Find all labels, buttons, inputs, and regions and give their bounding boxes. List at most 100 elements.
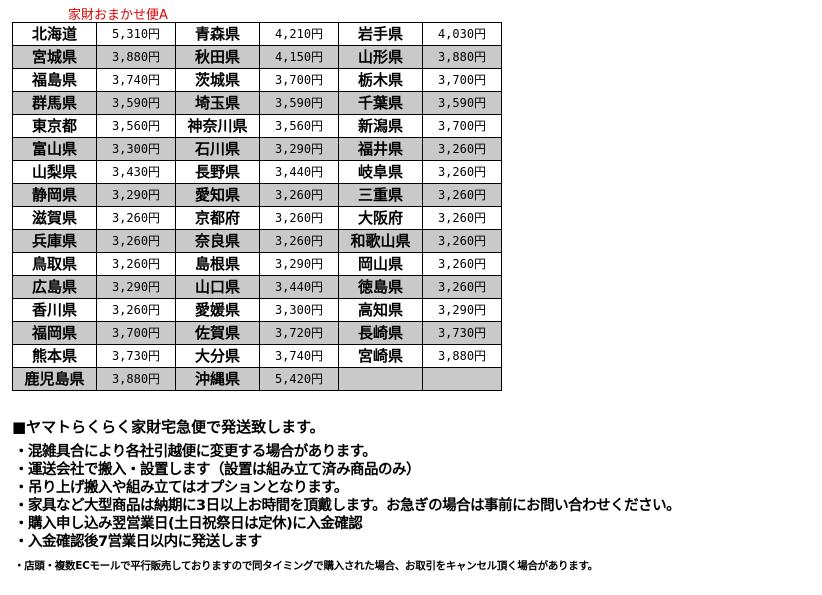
price-cell: 3,440円 [259, 275, 339, 299]
prefecture-cell: 愛媛県 [175, 298, 260, 322]
prefecture-cell: 大阪府 [338, 206, 423, 230]
prefecture-cell: 富山県 [12, 137, 97, 161]
price-cell: 3,260円 [422, 229, 502, 253]
prefecture-cell: 東京都 [12, 114, 97, 138]
table-row: 山梨県 3,430円 長野県 3,440円 岐阜県 3,260円 [12, 160, 502, 184]
price-cell: 3,300円 [259, 298, 339, 322]
price-cell: 3,590円 [422, 91, 502, 115]
table-row: 広島県 3,290円 山口県 3,440円 徳島県 3,260円 [12, 275, 502, 299]
price-cell: 5,420円 [259, 367, 339, 391]
price-cell: 3,700円 [96, 321, 176, 345]
price-cell: 3,260円 [422, 183, 502, 207]
prefecture-cell: 宮崎県 [338, 344, 423, 368]
price-cell: 3,290円 [96, 183, 176, 207]
prefecture-cell: 埼玉県 [175, 91, 260, 115]
prefecture-cell: 広島県 [12, 275, 97, 299]
prefecture-cell: 秋田県 [175, 45, 260, 69]
table-row: 北海道 5,310円 青森県 4,210円 岩手県 4,030円 [12, 22, 502, 46]
price-cell [422, 367, 502, 391]
prefecture-cell: 滋賀県 [12, 206, 97, 230]
table-row: 滋賀県 3,260円 京都府 3,260円 大阪府 3,260円 [12, 206, 502, 230]
table-row: 熊本県 3,730円 大分県 3,740円 宮崎県 3,880円 [12, 344, 502, 368]
price-cell: 3,740円 [96, 68, 176, 92]
prefecture-cell: 熊本県 [12, 344, 97, 368]
prefecture-cell: 沖縄県 [175, 367, 260, 391]
price-cell: 3,260円 [259, 206, 339, 230]
prefecture-cell: 静岡県 [12, 183, 97, 207]
prefecture-cell: 青森県 [175, 22, 260, 46]
price-cell: 3,260円 [96, 298, 176, 322]
note-item: ・購入申し込み翌営業日(土日祝祭日は定休)に入金確認 [14, 516, 363, 532]
price-cell: 3,290円 [96, 275, 176, 299]
note-item: ・運送会社で搬入・設置します（設置は組み立て済み商品のみ） [14, 462, 421, 478]
price-cell: 4,210円 [259, 22, 339, 46]
prefecture-cell: 茨城県 [175, 68, 260, 92]
price-cell: 3,300円 [96, 137, 176, 161]
price-cell: 3,260円 [422, 252, 502, 276]
price-cell: 3,260円 [422, 160, 502, 184]
price-cell: 3,260円 [96, 252, 176, 276]
prefecture-cell: 福井県 [338, 137, 423, 161]
prefecture-cell: 大分県 [175, 344, 260, 368]
table-row: 鳥取県 3,260円 島根県 3,290円 岡山県 3,260円 [12, 252, 502, 276]
prefecture-cell: 徳島県 [338, 275, 423, 299]
note-item: ・混雑具合により各社引越便に変更する場合があります。 [14, 444, 377, 460]
prefecture-cell: 和歌山県 [338, 229, 423, 253]
price-cell: 3,740円 [259, 344, 339, 368]
prefecture-cell: 山形県 [338, 45, 423, 69]
price-cell: 4,030円 [422, 22, 502, 46]
price-cell: 3,260円 [259, 229, 339, 253]
prefecture-cell: 長崎県 [338, 321, 423, 345]
table-row: 鹿児島県 3,880円 沖縄県 5,420円 [12, 367, 502, 391]
price-cell: 3,720円 [259, 321, 339, 345]
prefecture-cell: 福島県 [12, 68, 97, 92]
shipping-heading: ■ヤマトらくらく家財宅急便で発送致します。 [12, 418, 325, 436]
shipping-notes: ・混雑具合により各社引越便に変更する場合があります。 ・運送会社で搬入・設置しま… [14, 443, 681, 551]
price-cell: 3,880円 [96, 45, 176, 69]
price-cell: 3,440円 [259, 160, 339, 184]
prefecture-cell: 山梨県 [12, 160, 97, 184]
price-cell: 3,880円 [422, 344, 502, 368]
prefecture-cell: 鳥取県 [12, 252, 97, 276]
price-cell: 3,700円 [259, 68, 339, 92]
table-row: 福岡県 3,700円 佐賀県 3,720円 長崎県 3,730円 [12, 321, 502, 345]
prefecture-cell: 香川県 [12, 298, 97, 322]
prefecture-cell: 山口県 [175, 275, 260, 299]
price-cell: 3,290円 [259, 252, 339, 276]
price-cell: 3,290円 [259, 137, 339, 161]
price-cell: 3,560円 [259, 114, 339, 138]
price-cell: 3,260円 [96, 206, 176, 230]
price-cell: 3,880円 [422, 45, 502, 69]
prefecture-cell: 福岡県 [12, 321, 97, 345]
note-item: ・家具など大型商品は納期に3日以上お時間を頂戴します。お急ぎの場合は事前にお問い… [14, 498, 681, 514]
prefecture-cell: 石川県 [175, 137, 260, 161]
prefecture-cell [338, 367, 423, 391]
prefecture-cell: 群馬県 [12, 91, 97, 115]
footnote: ・店頭・複数ECモールで平行販売しておりますので同タイミングで購入された場合、お… [14, 560, 598, 572]
prefecture-cell: 千葉県 [338, 91, 423, 115]
prefecture-cell: 栃木県 [338, 68, 423, 92]
table-row: 群馬県 3,590円 埼玉県 3,590円 千葉県 3,590円 [12, 91, 502, 115]
price-cell: 3,260円 [259, 183, 339, 207]
table-row: 香川県 3,260円 愛媛県 3,300円 高知県 3,290円 [12, 298, 502, 322]
prefecture-cell: 神奈川県 [175, 114, 260, 138]
prefecture-cell: 宮城県 [12, 45, 97, 69]
prefecture-cell: 岡山県 [338, 252, 423, 276]
price-cell: 3,730円 [96, 344, 176, 368]
price-cell: 5,310円 [96, 22, 176, 46]
note-item: ・吊り上げ搬入や組み立てはオプションとなります。 [14, 480, 348, 496]
price-cell: 3,560円 [96, 114, 176, 138]
prefecture-cell: 岐阜県 [338, 160, 423, 184]
prefecture-cell: 長野県 [175, 160, 260, 184]
prefecture-cell: 三重県 [338, 183, 423, 207]
prefecture-cell: 新潟県 [338, 114, 423, 138]
prefecture-cell: 奈良県 [175, 229, 260, 253]
price-cell: 3,590円 [96, 91, 176, 115]
prefecture-cell: 島根県 [175, 252, 260, 276]
prefecture-cell: 高知県 [338, 298, 423, 322]
price-cell: 3,700円 [422, 114, 502, 138]
table-row: 宮城県 3,880円 秋田県 4,150円 山形県 3,880円 [12, 45, 502, 69]
prefecture-cell: 鹿児島県 [12, 367, 97, 391]
price-cell: 3,260円 [422, 137, 502, 161]
price-cell: 3,590円 [259, 91, 339, 115]
